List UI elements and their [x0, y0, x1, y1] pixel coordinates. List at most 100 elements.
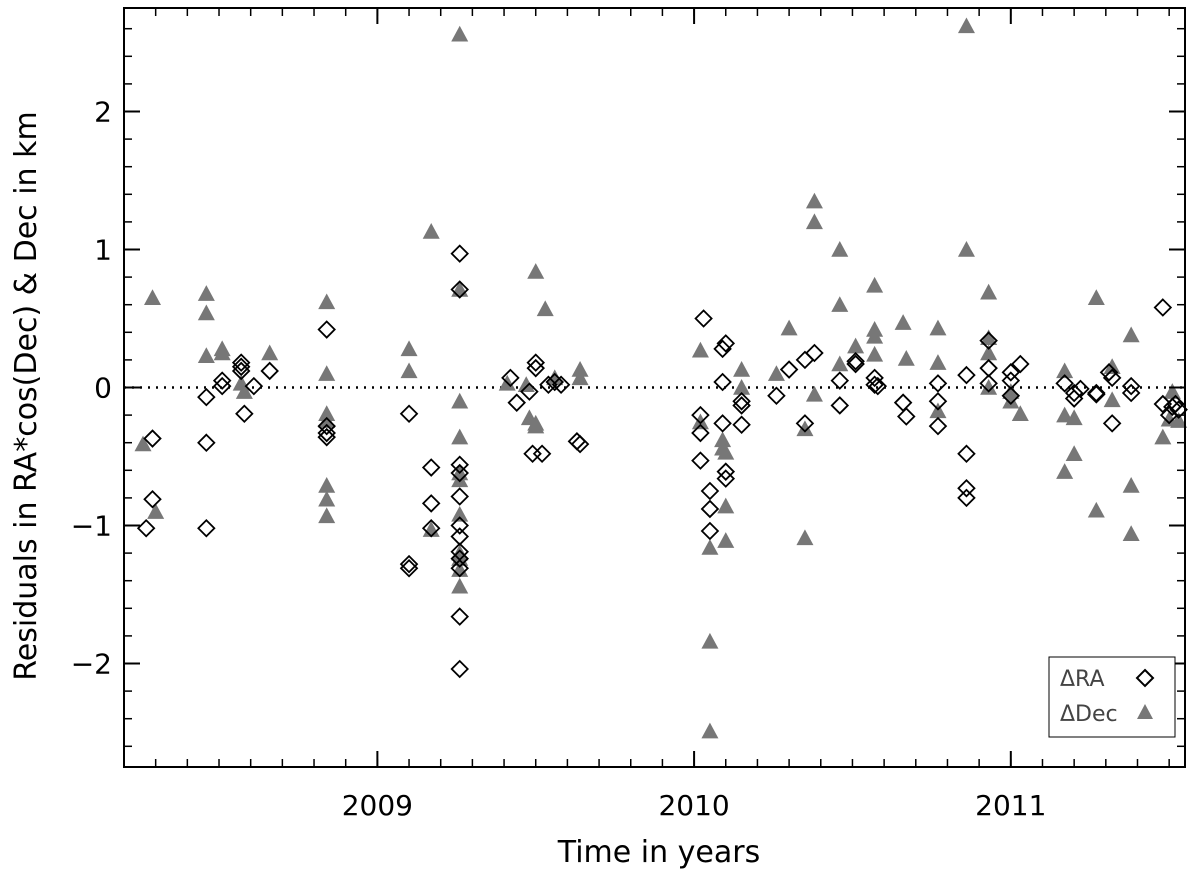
delta-dec-point: [796, 529, 814, 546]
delta-dec-point: [318, 490, 336, 507]
delta-ra-point: [732, 392, 751, 411]
y-axis-title: Residuals in RA*cos(Dec) & Dec in km: [9, 111, 44, 680]
y-tick-label: −1: [71, 510, 112, 543]
delta-dec-point: [1065, 445, 1083, 461]
x-tick-label: 2009: [342, 789, 413, 822]
delta-ra-point: [700, 499, 720, 519]
delta-dec-point: [1056, 362, 1074, 379]
delta-ra-point: [868, 376, 888, 396]
delta-ra-point: [526, 358, 546, 378]
delta-ra-point: [545, 372, 565, 392]
delta-dec-point: [831, 296, 849, 312]
delta-ra-point: [865, 375, 884, 395]
delta-dec-point: [197, 347, 215, 363]
delta-ra-point: [1087, 385, 1106, 404]
delta-dec-point: [980, 379, 998, 395]
delta-ra-point: [1102, 368, 1122, 388]
delta-ra-point: [732, 415, 751, 435]
delta-dec-point: [147, 503, 165, 519]
delta-dec-point: [144, 289, 162, 306]
delta-ra-point: [532, 444, 552, 464]
delta-dec-point: [780, 319, 798, 336]
delta-dec-point: [451, 428, 469, 445]
delta-ra-point: [1087, 383, 1106, 403]
delta-ra-point: [865, 368, 884, 388]
delta-ra-point: [700, 481, 720, 501]
delta-dec-point: [701, 539, 719, 555]
delta-ra-point: [551, 375, 571, 395]
delta-ra-point: [846, 352, 865, 371]
delta-ra-point: [570, 434, 590, 454]
delta-dec-point: [527, 417, 545, 434]
delta-dec-point: [422, 223, 440, 239]
delta-ra-point: [421, 458, 441, 477]
delta-dec-point: [1011, 405, 1029, 421]
delta-ra-point: [399, 554, 419, 574]
delta-dec-point: [134, 435, 152, 452]
delta-ra-point: [716, 334, 736, 353]
x-axis-title: Time in years: [557, 835, 760, 870]
delta-ra-point: [317, 427, 336, 447]
delta-ra-point: [526, 353, 546, 372]
delta-ra-point: [231, 361, 251, 381]
delta-dec-point: [451, 392, 469, 409]
delta-ra-point: [450, 659, 469, 679]
delta-dec-point: [1056, 463, 1074, 479]
delta-ra-point: [539, 375, 558, 395]
delta-dec-point: [536, 300, 554, 317]
delta-ra-point: [399, 404, 419, 423]
delta-dec-point: [1002, 383, 1020, 399]
x-tick-label: 2011: [975, 789, 1046, 822]
delta-dec-point: [733, 379, 751, 395]
delta-dec-point: [866, 327, 884, 344]
delta-ra-point: [197, 387, 216, 407]
delta-ra-point: [421, 518, 441, 538]
legend-symbol-delta-ra-diamond: [1135, 668, 1155, 688]
delta-dec-point: [400, 362, 418, 379]
delta-ra-point: [1001, 363, 1021, 382]
delta-ra-point: [450, 455, 469, 475]
delta-dec-point: [831, 241, 849, 257]
x-tick-label: 2010: [658, 789, 729, 822]
delta-dec-point: [805, 213, 823, 230]
delta-dec-point: [717, 443, 735, 460]
delta-ra-point: [450, 559, 469, 578]
delta-ra-point: [450, 280, 469, 299]
delta-dec-point: [571, 361, 589, 377]
delta-dec-point: [831, 355, 849, 372]
delta-dec-point: [1087, 289, 1105, 306]
delta-ra-point: [1001, 386, 1021, 406]
delta-dec-point: [571, 369, 589, 386]
delta-ra-point: [450, 487, 469, 506]
delta-ra-point: [143, 490, 162, 509]
legend-symbol-delta-dec-triangle: [1137, 704, 1153, 719]
delta-ra-point: [1166, 394, 1185, 414]
delta-ra-point: [1121, 383, 1141, 403]
delta-ra-point: [957, 488, 976, 508]
delta-ra-point: [317, 423, 336, 443]
delta-dec-point: [929, 354, 947, 370]
delta-ra-point: [691, 405, 710, 425]
y-tick-label: 0: [94, 372, 112, 405]
delta-ra-point: [694, 309, 713, 328]
delta-ra-point: [805, 343, 824, 363]
delta-dec-point: [691, 341, 709, 358]
delta-dec-point: [197, 304, 215, 321]
delta-dec-point: [197, 285, 215, 301]
legend-box: [1048, 656, 1176, 738]
delta-ra-point: [1064, 383, 1084, 403]
delta-ra-point: [244, 376, 264, 396]
delta-dec-point: [980, 283, 998, 300]
delta-ra-point: [716, 469, 736, 488]
delta-dec-point: [451, 577, 469, 594]
delta-dec-point: [235, 383, 253, 399]
delta-dec-point: [517, 376, 535, 392]
delta-ra-point: [713, 372, 732, 392]
delta-dec-point: [1087, 501, 1105, 518]
delta-dec-point: [1122, 525, 1140, 542]
delta-ra-point: [716, 462, 736, 481]
delta-ra-point: [979, 374, 998, 393]
delta-dec-point: [1122, 326, 1140, 343]
